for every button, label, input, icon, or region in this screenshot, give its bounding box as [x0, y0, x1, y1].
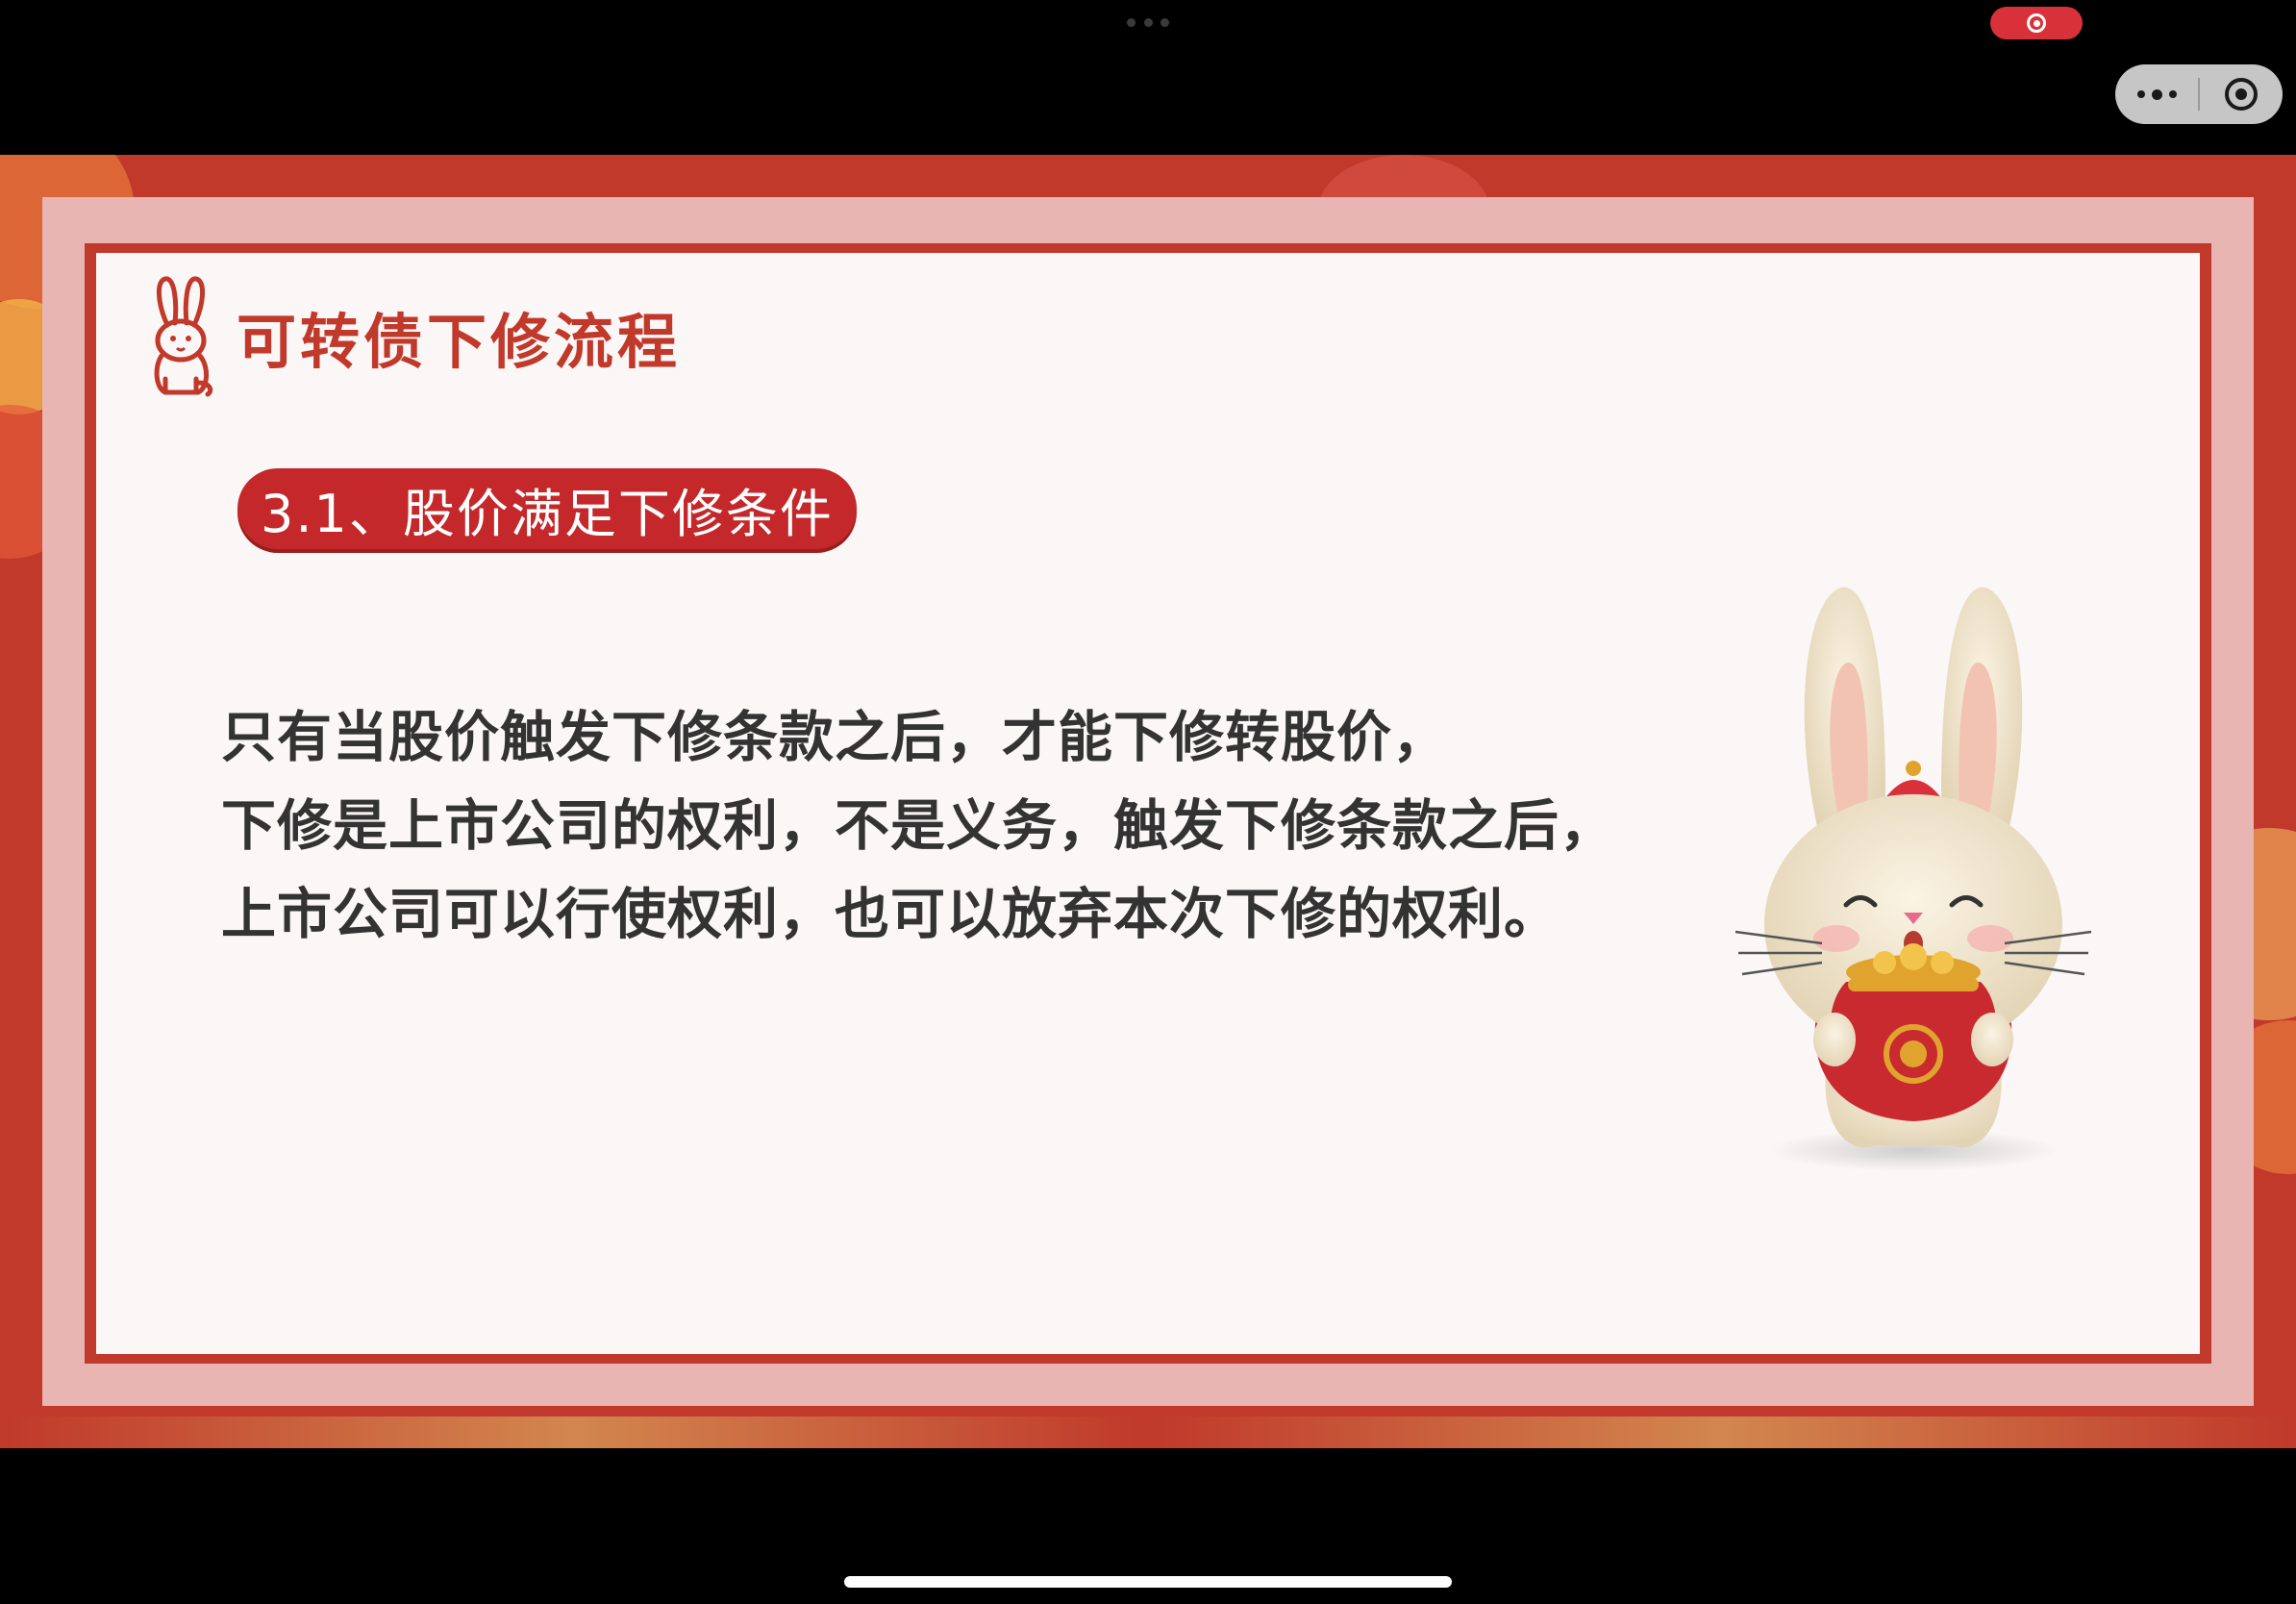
slide-title-row: 可转债下修流程	[144, 274, 681, 399]
body-line: 下修是上市公司的权利，不是义务，触发下修条款之后，	[221, 794, 1615, 858]
presentation-slide[interactable]: 可转债下修流程 3.1、股价满足下修条件 只有当股价触发下修条款之后，才能下修转…	[0, 155, 2296, 1448]
rabbit-icon	[154, 276, 213, 397]
capsule-divider	[2198, 78, 2200, 111]
close-target-icon	[2225, 78, 2258, 111]
more-dots-icon	[2136, 90, 2145, 98]
rabbit-mascot-icon	[1734, 587, 2092, 1171]
body-line: 只有当股价触发下修条款之后，才能下修转股价，	[221, 706, 1448, 769]
slide-body: 只有当股价触发下修条款之后，才能下修转股价， 下修是上市公司的权利，不是义务，触…	[221, 693, 1711, 959]
body-line: 上市公司可以行使权利，也可以放弃本次下修的权利。	[221, 883, 1560, 946]
recording-icon	[2027, 13, 2046, 33]
home-indicator[interactable]	[844, 1576, 1452, 1588]
close-button[interactable]	[2200, 64, 2283, 124]
bottom-gold-strip	[0, 1416, 2296, 1448]
top-handle-dots[interactable]	[1127, 16, 1169, 28]
mini-program-capsule	[2115, 64, 2283, 124]
section-badge: 3.1、股价满足下修条件	[237, 468, 857, 549]
more-button[interactable]	[2115, 64, 2198, 124]
recording-indicator[interactable]	[1990, 7, 2083, 39]
page-title: 可转债下修流程	[237, 307, 682, 377]
